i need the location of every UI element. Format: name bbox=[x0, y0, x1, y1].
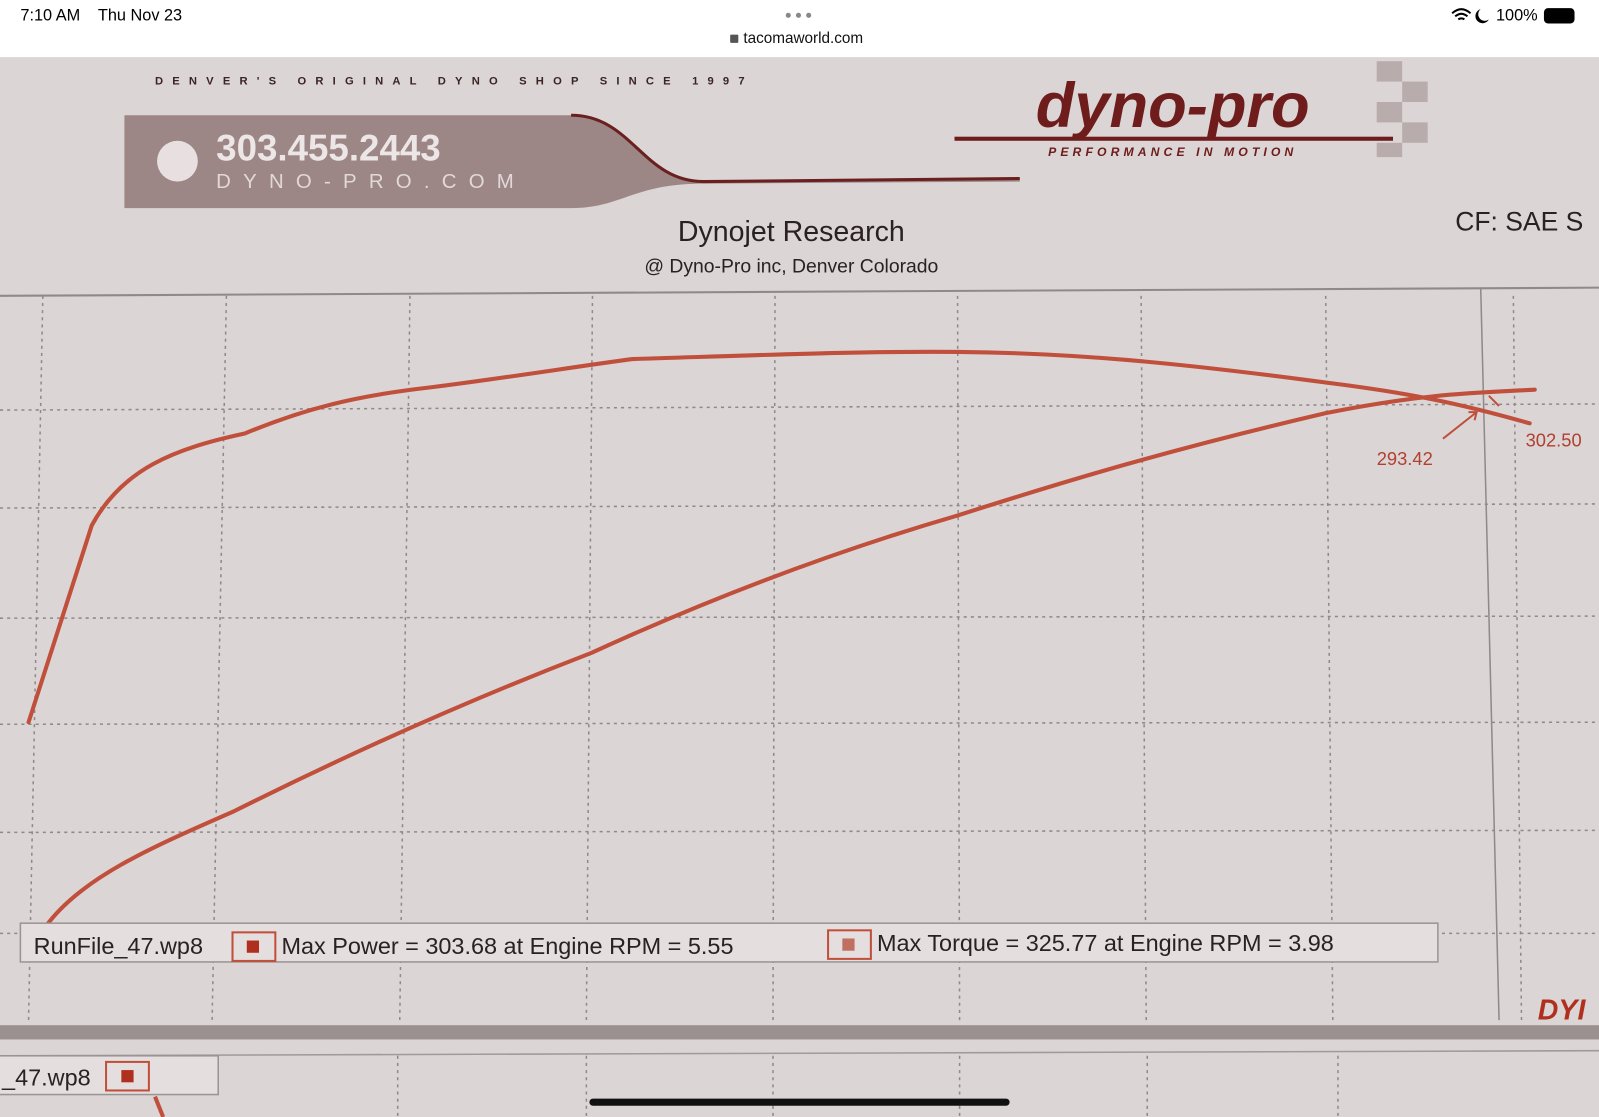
checker-flag bbox=[1376, 61, 1428, 158]
moon-icon bbox=[1475, 9, 1489, 24]
phone-banner bbox=[124, 115, 1020, 209]
facebook-icon[interactable] bbox=[157, 140, 198, 182]
legend-swatch bbox=[121, 1070, 134, 1083]
legend-swatch bbox=[842, 938, 855, 951]
phone: 303.455.2443 bbox=[216, 128, 440, 169]
legend-swatch bbox=[246, 940, 260, 953]
power-curve bbox=[43, 387, 1537, 929]
website: DYNO-PRO.COM bbox=[216, 171, 526, 193]
footer-logo: DYI bbox=[1538, 994, 1587, 1026]
chart-title: Dynojet Research bbox=[678, 216, 905, 248]
legend-max-torque: Max Torque = 325.77 at Engine RPM = 3.98 bbox=[877, 930, 1334, 956]
status-bar bbox=[0, 0, 1599, 58]
second-file: _47.wp8 bbox=[1, 1064, 91, 1090]
battery-percent: 100% bbox=[1496, 7, 1538, 25]
legend-swatch-box bbox=[105, 1060, 150, 1092]
wifi-icon bbox=[1451, 8, 1472, 21]
correction-factor: CF: SAE S bbox=[1455, 206, 1583, 236]
second-plot-top bbox=[0, 1049, 1599, 1057]
second-curve bbox=[153, 1095, 166, 1117]
time: 7:10 AM bbox=[20, 7, 80, 25]
page-divider bbox=[0, 1025, 1599, 1040]
logo-tagline: PERFORMANCE IN MOTION bbox=[1048, 145, 1297, 159]
url[interactable]: tacomaworld.com bbox=[743, 30, 863, 47]
logo: dyno-pro bbox=[1036, 71, 1310, 141]
torque-curve bbox=[26, 349, 1532, 725]
logo-underline bbox=[954, 136, 1394, 141]
legend-swatch-box bbox=[827, 929, 872, 960]
legend-file: RunFile_47.wp8 bbox=[34, 933, 203, 959]
menu-dots[interactable] bbox=[785, 12, 812, 18]
home-indicator[interactable] bbox=[589, 1098, 1010, 1106]
battery-icon bbox=[1543, 8, 1575, 24]
second-grid bbox=[396, 1055, 1339, 1117]
legend-max-power: Max Power = 303.68 at Engine RPM = 5.55 bbox=[281, 933, 733, 959]
tagline: DENVER'S ORIGINAL DYNO SHOP SINCE 1997 bbox=[155, 76, 754, 88]
lock-icon bbox=[730, 34, 739, 43]
banner-swoosh bbox=[571, 113, 1020, 184]
legend-swatch-box bbox=[231, 931, 277, 962]
plot-top bbox=[0, 286, 1599, 297]
annotation: 293.42 bbox=[1377, 448, 1433, 469]
date: Thu Nov 23 bbox=[98, 7, 182, 25]
annotation: 302.50 bbox=[1526, 430, 1582, 451]
chart-subtitle: @ Dyno-Pro inc, Denver Colorado bbox=[644, 255, 938, 277]
annotation-arrows bbox=[1442, 395, 1500, 440]
